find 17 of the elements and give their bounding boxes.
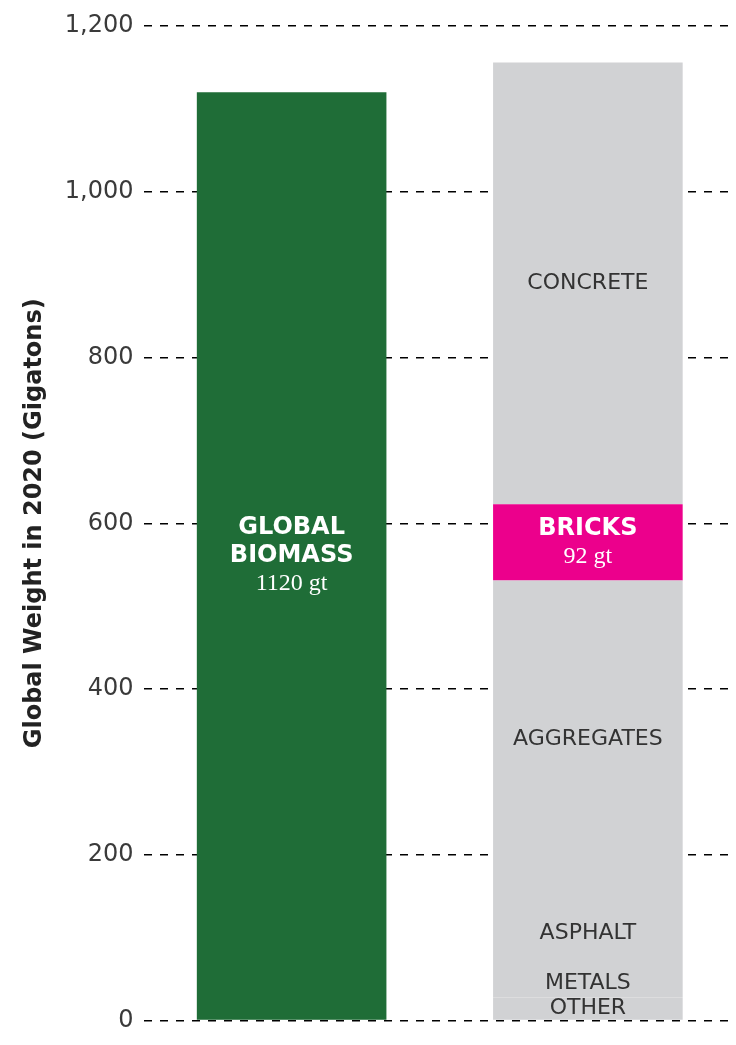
series-label: METALS xyxy=(544,969,631,995)
y-tick-label: 1,200 xyxy=(64,10,134,39)
y-tick-label: 0 xyxy=(118,1004,134,1033)
y-tick-label: 1,000 xyxy=(64,176,134,204)
series-label: AGGREGATES xyxy=(513,724,663,750)
data-label: 1120 gt xyxy=(255,569,328,596)
series-label: CONCRETE xyxy=(527,269,649,295)
data-label: 92 gt xyxy=(563,541,613,568)
y-axis-title: Global Weight in 2020 (Gigatons) xyxy=(18,298,47,749)
y-tick-label: 800 xyxy=(87,341,134,370)
series-label: GLOBAL BIOMASS xyxy=(229,512,354,569)
series-label: OTHER xyxy=(549,994,627,1020)
series-label: ASPHALT xyxy=(539,919,637,945)
y-tick-label: 600 xyxy=(87,507,134,536)
y-tick-label: 400 xyxy=(87,673,134,702)
series-label: BRICKS xyxy=(538,512,638,541)
y-tick-label: 200 xyxy=(87,839,134,868)
